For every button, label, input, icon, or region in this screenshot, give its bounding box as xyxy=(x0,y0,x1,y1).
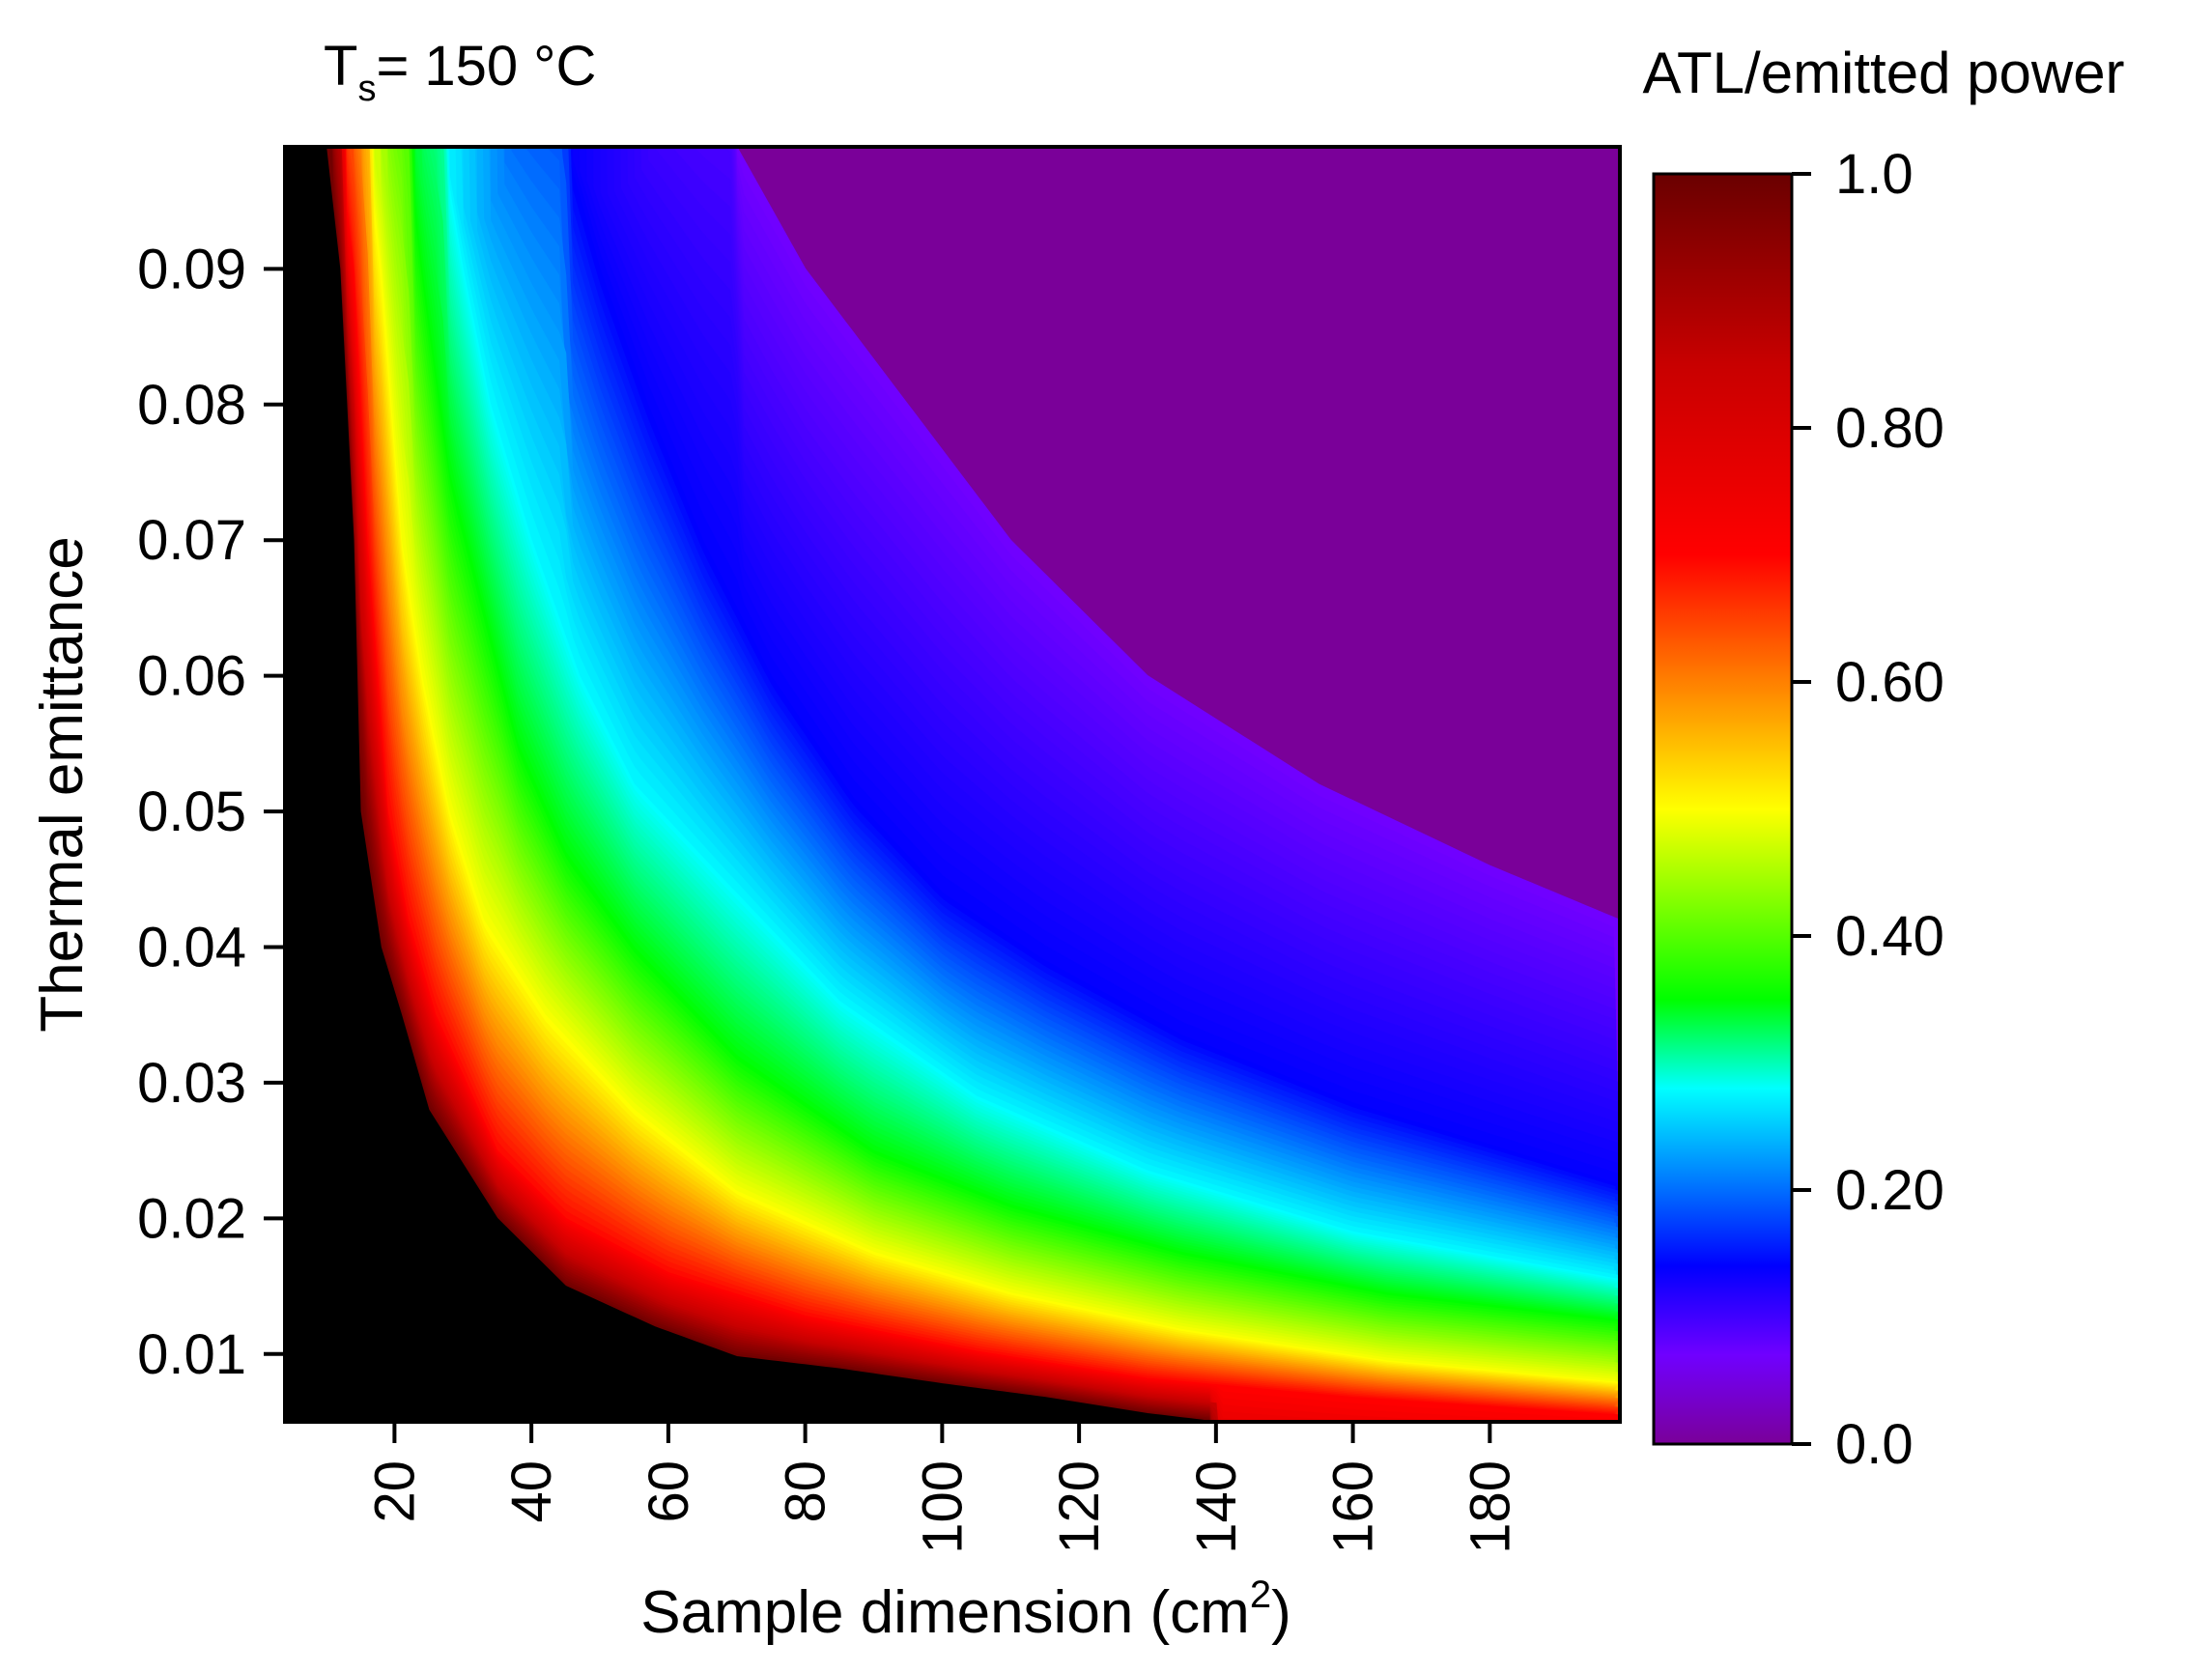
chart-title: Ts= 150 °C xyxy=(324,35,596,109)
x-axis-label-superscript: 2 xyxy=(1250,1573,1271,1616)
colorbar-tick-label-5: 1.0 xyxy=(1835,143,1914,206)
y-tick-label-1: 0.02 xyxy=(137,1187,246,1250)
colorbar-tick-label-4: 0.80 xyxy=(1835,397,1944,460)
x-tick-label-6: 140 xyxy=(1185,1460,1248,1554)
x-tick-label-2: 60 xyxy=(638,1460,700,1523)
x-axis: 20 40 60 80 100 120 140 160 180 xyxy=(363,1422,1521,1554)
x-tick-label-7: 160 xyxy=(1322,1460,1385,1554)
x-axis-label: Sample dimension (cm2) xyxy=(640,1573,1290,1646)
y-tick-label-7: 0.08 xyxy=(137,374,246,437)
y-tick-label-5: 0.06 xyxy=(137,645,246,708)
colorbar: 0.0 0.20 0.40 0.60 0.80 1.0 xyxy=(1652,143,1944,1476)
y-tick-label-3: 0.04 xyxy=(137,917,246,979)
y-tick-label-6: 0.07 xyxy=(137,509,246,572)
y-tick-label-8: 0.09 xyxy=(137,238,246,300)
colorbar-gradient xyxy=(1652,172,1794,1446)
x-tick-label-4: 100 xyxy=(911,1460,974,1554)
heatmap-band-105 xyxy=(285,147,1620,1422)
chart-title-rest: = 150 °C xyxy=(376,35,596,98)
x-tick-label-0: 20 xyxy=(363,1460,426,1523)
plot-frame xyxy=(283,145,1622,1424)
chart-title-main: T xyxy=(324,35,357,98)
colorbar-label: ATL/emitted power xyxy=(1642,41,2124,105)
x-axis-label-end: ) xyxy=(1271,1579,1291,1646)
colorbar-tick-label-2: 0.40 xyxy=(1835,905,1944,968)
y-axis: 0.01 0.02 0.03 0.04 0.05 0.06 0.07 0.08 0.09 xyxy=(137,238,285,1386)
heatmap-bands xyxy=(285,147,1620,1422)
colorbar-tick-label-3: 0.60 xyxy=(1835,651,1944,714)
x-tick-label-3: 80 xyxy=(775,1460,837,1523)
y-axis-label: Thermal emittance xyxy=(29,536,96,1032)
plot-area xyxy=(285,147,1620,1422)
y-tick-label-4: 0.05 xyxy=(137,780,246,843)
colorbar-tick-label-1: 0.20 xyxy=(1835,1159,1944,1222)
x-tick-label-8: 180 xyxy=(1459,1460,1521,1554)
colorbar-tick-label-0: 0.0 xyxy=(1835,1413,1914,1476)
x-axis-label-main: Sample dimension (cm xyxy=(640,1579,1250,1646)
y-tick-label-0: 0.01 xyxy=(137,1323,246,1386)
y-tick-label-2: 0.03 xyxy=(137,1052,246,1115)
x-tick-label-5: 120 xyxy=(1048,1460,1111,1554)
chart-title-subscript: s xyxy=(357,69,376,109)
heatmap-saturated-region xyxy=(285,147,1217,1422)
x-tick-label-1: 40 xyxy=(500,1460,563,1523)
